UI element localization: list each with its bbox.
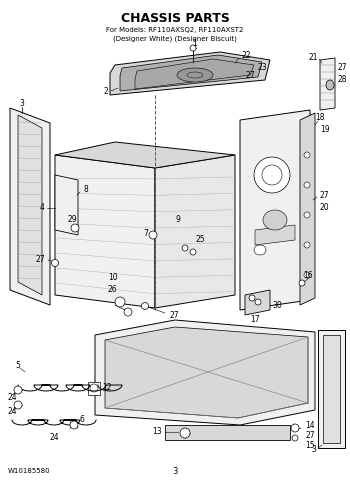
Text: 28: 28 bbox=[338, 75, 348, 85]
Text: 27: 27 bbox=[305, 430, 315, 440]
Polygon shape bbox=[120, 55, 262, 91]
Polygon shape bbox=[88, 382, 100, 395]
Ellipse shape bbox=[304, 152, 310, 158]
Text: 13: 13 bbox=[152, 427, 162, 437]
Ellipse shape bbox=[14, 401, 22, 409]
Polygon shape bbox=[240, 110, 310, 310]
Text: 12: 12 bbox=[102, 384, 112, 393]
Text: 21: 21 bbox=[308, 53, 318, 61]
Ellipse shape bbox=[124, 308, 132, 316]
Polygon shape bbox=[320, 58, 335, 110]
Text: 29: 29 bbox=[68, 215, 78, 225]
Ellipse shape bbox=[254, 245, 266, 255]
Text: 16: 16 bbox=[303, 270, 313, 280]
Ellipse shape bbox=[190, 45, 196, 51]
Text: 25: 25 bbox=[195, 236, 205, 244]
Text: 18: 18 bbox=[315, 114, 324, 123]
Text: 7: 7 bbox=[143, 228, 148, 238]
Polygon shape bbox=[318, 330, 345, 448]
Ellipse shape bbox=[304, 272, 310, 278]
Text: 8: 8 bbox=[83, 185, 88, 195]
Polygon shape bbox=[155, 155, 235, 308]
Ellipse shape bbox=[180, 428, 190, 438]
Text: 23: 23 bbox=[258, 62, 268, 71]
Text: 19: 19 bbox=[320, 126, 330, 134]
Ellipse shape bbox=[255, 299, 261, 305]
Text: 1: 1 bbox=[193, 40, 197, 48]
Ellipse shape bbox=[70, 421, 78, 429]
Text: 15: 15 bbox=[305, 440, 315, 450]
Text: 17: 17 bbox=[250, 315, 260, 325]
Polygon shape bbox=[105, 327, 308, 418]
Ellipse shape bbox=[254, 157, 290, 193]
Ellipse shape bbox=[326, 80, 334, 90]
Polygon shape bbox=[18, 115, 42, 295]
Text: (Designer White) (Designer Biscuit): (Designer White) (Designer Biscuit) bbox=[113, 36, 237, 42]
Text: 30: 30 bbox=[272, 300, 282, 310]
Polygon shape bbox=[165, 425, 290, 440]
Polygon shape bbox=[55, 175, 78, 235]
Ellipse shape bbox=[292, 435, 298, 441]
Ellipse shape bbox=[177, 68, 213, 82]
Text: 3: 3 bbox=[20, 99, 25, 108]
Text: 2: 2 bbox=[103, 87, 108, 97]
Text: 27: 27 bbox=[320, 190, 330, 199]
Text: 3: 3 bbox=[311, 445, 316, 455]
Ellipse shape bbox=[71, 224, 79, 232]
Text: 10: 10 bbox=[108, 273, 118, 283]
Text: For Models: RF110AXSQ2, RF110AXST2: For Models: RF110AXSQ2, RF110AXST2 bbox=[106, 27, 244, 33]
Text: 5: 5 bbox=[15, 360, 20, 369]
Polygon shape bbox=[110, 52, 270, 95]
Polygon shape bbox=[55, 142, 235, 168]
Text: 27: 27 bbox=[245, 71, 255, 81]
Polygon shape bbox=[300, 113, 315, 305]
Text: W10185580: W10185580 bbox=[8, 468, 51, 474]
Ellipse shape bbox=[263, 210, 287, 230]
Text: 24: 24 bbox=[7, 394, 17, 402]
Text: 3: 3 bbox=[172, 467, 178, 475]
Ellipse shape bbox=[182, 245, 188, 251]
Text: CHASSIS PARTS: CHASSIS PARTS bbox=[120, 12, 230, 25]
Ellipse shape bbox=[304, 242, 310, 248]
Ellipse shape bbox=[14, 386, 22, 394]
Text: 20: 20 bbox=[320, 202, 330, 212]
Polygon shape bbox=[55, 155, 155, 308]
Text: 24: 24 bbox=[50, 434, 60, 442]
Ellipse shape bbox=[299, 280, 305, 286]
Text: 6: 6 bbox=[80, 415, 85, 425]
Ellipse shape bbox=[190, 249, 196, 255]
Polygon shape bbox=[95, 320, 315, 425]
Text: 27: 27 bbox=[36, 256, 46, 265]
Ellipse shape bbox=[115, 297, 125, 307]
Ellipse shape bbox=[304, 212, 310, 218]
Text: 14: 14 bbox=[305, 421, 315, 429]
Text: 22: 22 bbox=[241, 52, 251, 60]
Text: 9: 9 bbox=[175, 215, 180, 225]
Ellipse shape bbox=[149, 231, 157, 239]
Ellipse shape bbox=[304, 182, 310, 188]
Ellipse shape bbox=[51, 259, 58, 267]
Polygon shape bbox=[245, 290, 270, 315]
Text: 27: 27 bbox=[338, 62, 348, 71]
Polygon shape bbox=[323, 335, 340, 443]
Polygon shape bbox=[10, 108, 50, 305]
Text: 4: 4 bbox=[39, 203, 44, 213]
Text: 24: 24 bbox=[7, 408, 17, 416]
Ellipse shape bbox=[141, 302, 148, 310]
Text: 27: 27 bbox=[170, 311, 180, 319]
Polygon shape bbox=[135, 59, 254, 89]
Ellipse shape bbox=[249, 295, 255, 301]
Ellipse shape bbox=[291, 424, 299, 432]
Text: 26: 26 bbox=[108, 285, 118, 295]
Polygon shape bbox=[255, 225, 295, 245]
